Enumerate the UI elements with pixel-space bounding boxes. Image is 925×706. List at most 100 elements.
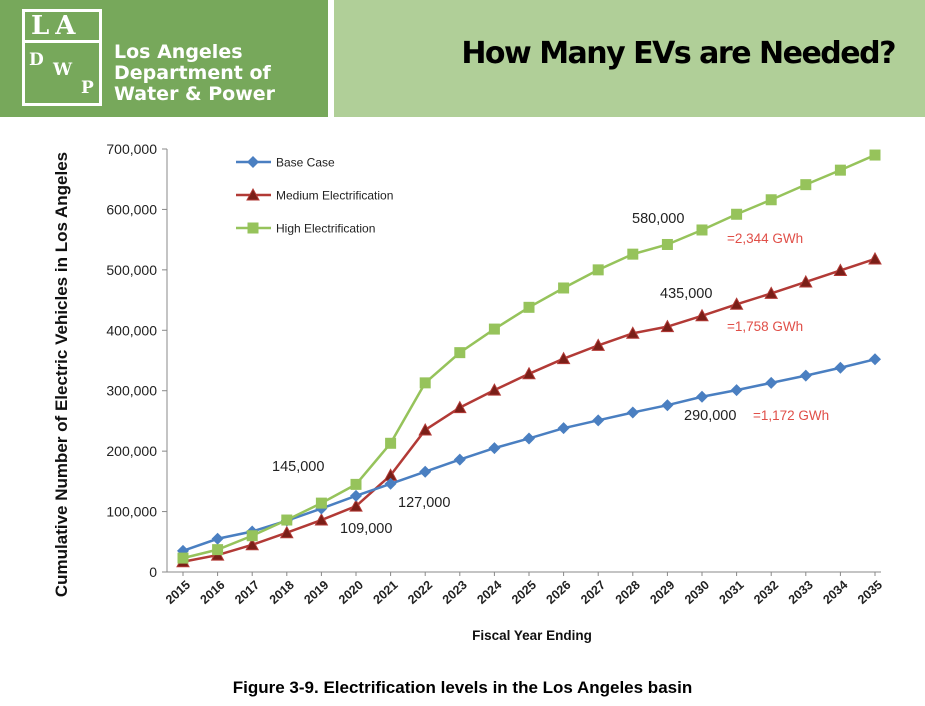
x-tick-label: 2025 [509, 578, 539, 607]
x-tick-label: 2035 [855, 578, 885, 607]
point-base [799, 369, 812, 382]
chart-panel: 0 100,000 200,000 300,000 400,000 500,000 600,… [36, 119, 916, 663]
x-tick-label: 2021 [371, 578, 401, 607]
y-tick-label: 100,000 [106, 504, 157, 520]
annotation-label: 127,000 [398, 495, 450, 511]
point-base [730, 384, 743, 397]
point-high [315, 497, 327, 509]
point-medium [487, 383, 502, 396]
annotation-label: =1,758 GWh [727, 319, 803, 334]
point-medium [729, 297, 744, 310]
x-tick-label: 2030 [682, 578, 712, 607]
logo-w-text: W [53, 60, 73, 80]
point-high [281, 514, 293, 526]
annotation-bg [751, 407, 838, 425]
x-tick-label: 2015 [163, 578, 193, 607]
point-high [523, 301, 535, 313]
y-tick-label: 500,000 [106, 262, 157, 278]
ladwp-logo: LA D W P [22, 9, 102, 106]
point-high [696, 224, 708, 236]
y-tick-label: 200,000 [106, 443, 157, 459]
x-axis-title: Fiscal Year Ending [472, 628, 592, 643]
point-base [384, 477, 397, 490]
point-high [869, 149, 881, 161]
point-medium [452, 400, 467, 414]
point-base [523, 432, 535, 445]
y-tick-label: 600,000 [106, 201, 157, 217]
point-base [557, 422, 570, 435]
annotation-bg [725, 318, 812, 336]
ev-line-chart: 0 100,000 200,000 300,000 400,000 500,000 600,… [52, 141, 885, 643]
point-high [454, 347, 466, 359]
org-name-line3: Water & Power [114, 83, 276, 105]
annotation-label: =1,172 GWh [753, 408, 829, 423]
point-medium [522, 366, 536, 380]
x-tick-label: 2026 [544, 578, 574, 607]
y-tick-label: 300,000 [106, 383, 157, 399]
y-axis-title: Cumulative Number of Electric Vehicles i… [52, 152, 71, 597]
x-tick-label: 2019 [301, 578, 331, 607]
point-high [592, 264, 604, 276]
point-base [661, 399, 674, 412]
org-name-line1: Los Angeles [114, 41, 243, 63]
point-base [350, 489, 362, 502]
series-line-high [182, 153, 876, 560]
point-base [869, 353, 881, 366]
point-medium [418, 422, 433, 436]
point-medium [625, 326, 640, 339]
annotation-bg [725, 230, 812, 248]
point-high [212, 544, 224, 556]
logo-divider [25, 40, 99, 43]
y-tick-label: 700,000 [106, 141, 157, 157]
logo-p-text: P [81, 78, 94, 98]
title-band: How Many EVs are Needed? [334, 0, 925, 117]
x-tick-label: 2031 [717, 578, 747, 607]
logo-d-text: D [29, 50, 44, 70]
point-medium [695, 308, 709, 322]
point-medium [868, 251, 882, 265]
point-medium [314, 512, 329, 526]
x-tick-label: 2022 [405, 578, 435, 607]
point-medium [556, 351, 571, 365]
y-tick-label: 0 [149, 564, 157, 580]
annotation-label: 435,000 [660, 286, 712, 302]
point-medium [798, 274, 813, 288]
x-tick-label: 2032 [751, 578, 781, 607]
x-tick-label: 2018 [267, 578, 297, 607]
legend-label-medium: Medium Electrification [276, 189, 393, 203]
point-high [488, 323, 500, 335]
x-tick-label: 2028 [613, 578, 643, 607]
point-high [385, 437, 397, 449]
point-medium [764, 286, 779, 299]
point-high [627, 248, 639, 260]
point-medium [245, 537, 260, 551]
point-base [834, 361, 847, 374]
point-medium [591, 338, 606, 351]
point-high [800, 179, 812, 191]
point-base [626, 406, 639, 419]
org-name-line2: Department of [114, 62, 271, 84]
point-medium [833, 263, 848, 276]
annotation-label: =2,344 GWh [727, 231, 803, 246]
point-base [592, 414, 605, 427]
annotation-label: 109,000 [340, 521, 392, 537]
x-tick-label: 2029 [647, 578, 677, 607]
point-base [453, 453, 466, 466]
x-tick-label: 2020 [336, 578, 366, 607]
legend-label-high: High Electrification [276, 222, 375, 236]
point-high [558, 282, 570, 294]
x-tick-label: 2023 [440, 578, 470, 607]
x-tick-label: 2016 [198, 578, 228, 607]
x-tick-label: 2017 [232, 578, 262, 607]
point-high [765, 194, 777, 206]
point-high [177, 552, 189, 564]
point-medium [279, 525, 294, 539]
y-tick-label: 400,000 [106, 322, 157, 338]
point-base [419, 465, 432, 478]
annotation-label: 580,000 [632, 211, 684, 227]
annotation-label: 290,000 [684, 408, 736, 424]
x-tick-label: 2024 [474, 578, 504, 607]
annotation-label: 145,000 [272, 459, 324, 475]
point-base [488, 442, 501, 455]
legend-label-base: Base Case [276, 156, 335, 170]
